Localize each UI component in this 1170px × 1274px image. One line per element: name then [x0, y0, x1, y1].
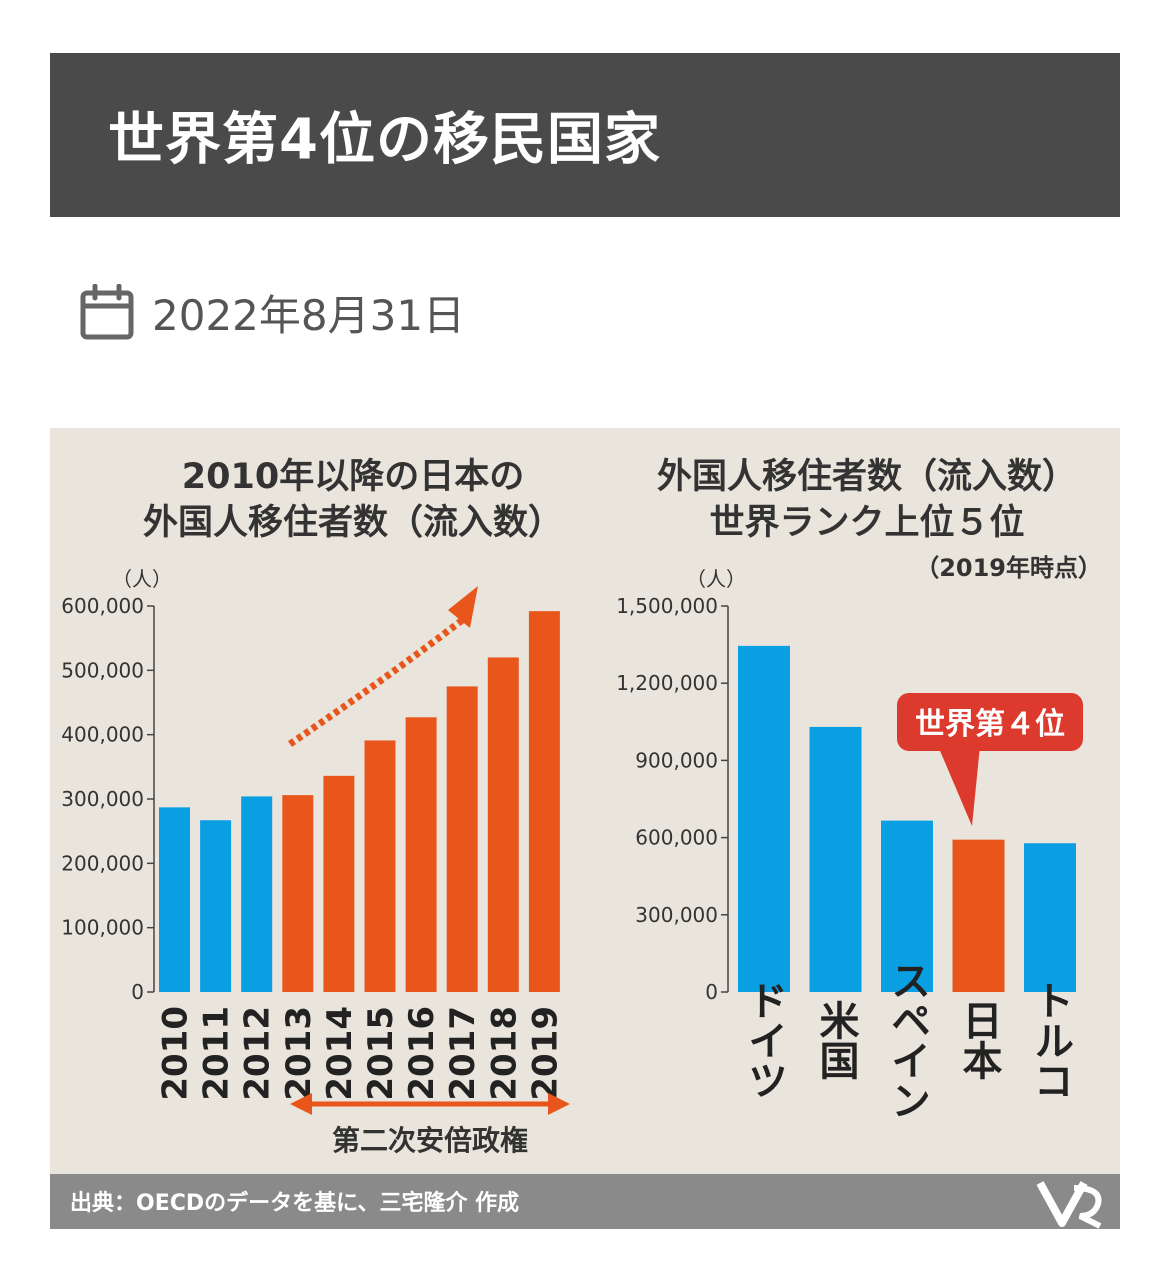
left-bar-2014 — [323, 775, 355, 992]
calendar-icon — [80, 284, 134, 340]
rank-callout-bubble — [897, 693, 1083, 751]
left-bar-2017 — [446, 686, 478, 992]
left-bar-2011 — [200, 820, 232, 992]
right-bar-ドイツ — [738, 645, 790, 992]
left-bar-2010 — [159, 807, 190, 992]
left-bar-2012 — [241, 796, 273, 992]
left-y-tick-label: 100,000 — [61, 916, 144, 940]
rank-callout: 世界第４位 — [897, 693, 1083, 826]
right-y-tick-label: 0 — [705, 980, 718, 1004]
left-bar-2018 — [487, 657, 519, 992]
left-y-tick-label: 500,000 — [61, 658, 144, 682]
source-bar — [50, 1174, 1120, 1229]
abe-range-arrow-left — [290, 1093, 312, 1115]
abe-range-arrow-right — [548, 1093, 570, 1115]
left-chart-axis: 0 100,000 200,000 300,000 400,000 500,000 600,… — [61, 594, 155, 1004]
left-x-label: 2016 — [402, 1006, 442, 1101]
left-x-label: 2019 — [525, 1006, 565, 1101]
right-bar-トルコ — [1024, 843, 1076, 992]
right-x-label: トルコ — [1027, 980, 1073, 1100]
right-chart-x-labels: ドイツ 米国 スペイン 日本 トルコ — [741, 960, 1073, 1120]
abe-government-label: 第二次安倍政権 — [332, 1124, 528, 1157]
left-y-tick-label: 200,000 — [61, 851, 144, 875]
post-date-row: 2022年8月31日 — [80, 282, 465, 342]
left-x-label: 2015 — [361, 1006, 401, 1101]
left-chart-title-line-1: 2010年以降の日本の — [182, 457, 524, 497]
right-y-tick-label: 300,000 — [635, 903, 718, 927]
left-bar-2015 — [364, 740, 396, 992]
right-chart-title-line-2: 世界ランク上位５位 — [709, 503, 1024, 543]
page-header: 世界第4位の移民国家 — [50, 53, 1120, 217]
trend-arrow-head — [448, 586, 478, 628]
right-x-label: 米国 — [813, 1000, 860, 1080]
left-y-tick-label: 300,000 — [61, 787, 144, 811]
left-x-label: 2010 — [156, 1006, 196, 1101]
right-x-label: ドイツ — [741, 980, 787, 1100]
right-chart-title-line-1: 外国人移住者数（流入数） — [657, 457, 1077, 497]
right-x-label: 日本 — [956, 1000, 1003, 1080]
left-bar-2019 — [528, 611, 560, 992]
chart-figure: 2010年以降の日本の 外国人移住者数（流入数） （人） 0 100,000 200… — [50, 428, 1120, 1229]
right-y-tick-label: 1,200,000 — [616, 671, 718, 695]
left-chart-title-line-2: 外国人移住者数（流入数） — [143, 503, 563, 543]
rank-callout-pointer — [938, 746, 980, 826]
right-chart-unit: （人） — [686, 567, 746, 591]
right-y-tick-label: 600,000 — [635, 826, 718, 850]
left-x-label: 2013 — [279, 1006, 319, 1101]
left-x-label: 2018 — [484, 1006, 524, 1101]
left-x-label: 2012 — [238, 1006, 278, 1101]
page-title: 世界第4位の移民国家 — [108, 107, 661, 173]
right-chart-subtitle: （2019年時点） — [915, 554, 1102, 582]
left-chart-unit: （人） — [112, 567, 172, 591]
right-x-label: スペイン — [884, 960, 930, 1120]
trend-arrow-line — [288, 615, 468, 747]
left-x-label: 2017 — [443, 1006, 483, 1101]
publisher-logo — [1036, 1181, 1102, 1229]
chart-canvas: 2010年以降の日本の 外国人移住者数（流入数） （人） 0 100,000 200… — [50, 457, 1120, 1229]
right-chart-bars — [738, 645, 1076, 992]
left-chart: 2010年以降の日本の 外国人移住者数（流入数） （人） 0 100,000 200… — [61, 457, 570, 1157]
post-date: 2022年8月31日 — [152, 290, 466, 340]
right-y-tick-label: 900,000 — [635, 748, 718, 772]
right-bar-スペイン — [881, 820, 933, 992]
right-bar-日本 — [952, 839, 1005, 992]
right-bar-米国 — [809, 726, 862, 992]
left-chart-x-labels: 2010 2011 2012 2013 2014 2015 2016 2017 2018 2019 — [156, 1006, 566, 1101]
left-bar-2016 — [405, 717, 437, 992]
left-x-label: 2011 — [197, 1006, 237, 1101]
left-y-tick-label: 600,000 — [61, 594, 144, 618]
left-y-tick-label: 0 — [131, 980, 144, 1004]
right-y-tick-label: 1,500,000 — [616, 594, 718, 618]
left-bar-2013 — [282, 795, 314, 992]
rank-callout-text: 世界第４位 — [915, 707, 1065, 742]
left-y-tick-label: 400,000 — [61, 723, 144, 747]
source-text: 出典：OECDのデータを基に、三宅隆介 作成 — [70, 1190, 519, 1216]
right-chart: 外国人移住者数（流入数） 世界ランク上位５位 （2019年時点） （人） 0 30… — [616, 457, 1102, 1120]
left-chart-bars — [159, 611, 560, 992]
right-chart-axis: 0 300,000 600,000 900,000 1,200,000 1,500,000 — [616, 594, 729, 1004]
left-x-label: 2014 — [320, 1006, 360, 1101]
